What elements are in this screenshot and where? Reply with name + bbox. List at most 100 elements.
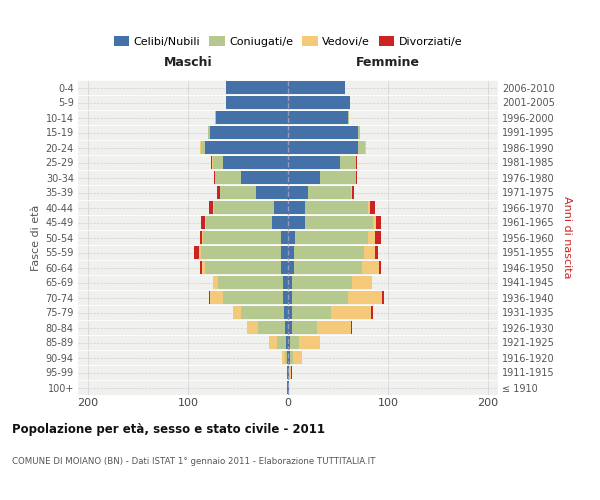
Bar xyxy=(256,186,288,198)
Bar xyxy=(294,262,362,274)
Bar xyxy=(368,232,375,243)
Bar xyxy=(288,276,292,288)
Bar xyxy=(370,202,375,213)
Bar xyxy=(210,126,288,138)
Bar xyxy=(358,142,365,154)
Bar xyxy=(375,232,381,243)
Bar xyxy=(288,82,345,94)
Bar xyxy=(258,322,285,334)
Bar xyxy=(209,202,213,213)
Bar xyxy=(317,322,351,334)
Bar xyxy=(201,216,205,228)
Bar xyxy=(199,246,201,258)
Bar xyxy=(288,202,305,213)
Bar xyxy=(288,216,305,228)
Bar xyxy=(220,186,256,198)
Bar xyxy=(282,352,285,364)
Bar xyxy=(215,112,216,124)
Bar xyxy=(288,142,358,154)
Bar xyxy=(194,246,199,258)
Bar xyxy=(223,156,288,168)
Bar xyxy=(379,262,381,274)
Bar xyxy=(352,186,354,198)
Bar xyxy=(288,246,294,258)
Bar xyxy=(288,292,292,304)
Bar xyxy=(287,366,288,378)
Bar xyxy=(351,322,352,334)
Bar xyxy=(241,306,284,318)
Text: Maschi: Maschi xyxy=(164,56,212,70)
Bar xyxy=(305,216,373,228)
Bar xyxy=(371,306,373,318)
Bar xyxy=(365,142,366,154)
Bar xyxy=(290,352,293,364)
Bar xyxy=(287,352,288,364)
Bar xyxy=(212,156,213,168)
Bar xyxy=(308,186,351,198)
Bar xyxy=(200,262,202,274)
Bar xyxy=(289,366,291,378)
Bar xyxy=(290,336,299,348)
Bar xyxy=(305,202,368,213)
Bar xyxy=(288,306,292,318)
Bar xyxy=(281,262,288,274)
Bar xyxy=(288,322,292,334)
Bar xyxy=(292,306,331,318)
Bar xyxy=(373,216,376,228)
Bar xyxy=(285,352,287,364)
Bar xyxy=(214,172,215,183)
Bar xyxy=(206,216,272,228)
Bar xyxy=(351,186,352,198)
Bar xyxy=(356,156,357,168)
Y-axis label: Anni di nascita: Anni di nascita xyxy=(562,196,572,279)
Y-axis label: Fasce di età: Fasce di età xyxy=(31,204,41,270)
Bar xyxy=(288,156,340,168)
Bar xyxy=(269,336,277,348)
Bar xyxy=(205,142,288,154)
Bar xyxy=(288,172,320,183)
Bar xyxy=(247,322,258,334)
Bar xyxy=(226,96,288,108)
Bar xyxy=(295,232,368,243)
Bar xyxy=(375,246,378,258)
Bar xyxy=(202,232,203,243)
Bar xyxy=(205,262,281,274)
Bar xyxy=(340,156,356,168)
Bar xyxy=(288,186,308,198)
Bar xyxy=(210,292,223,304)
Bar xyxy=(241,172,288,183)
Bar xyxy=(281,232,288,243)
Bar xyxy=(293,352,302,364)
Bar xyxy=(288,126,358,138)
Text: COMUNE DI MOIANO (BN) - Dati ISTAT 1° gennaio 2011 - Elaborazione TUTTITALIA.IT: COMUNE DI MOIANO (BN) - Dati ISTAT 1° ge… xyxy=(12,458,376,466)
Bar xyxy=(288,366,289,378)
Bar xyxy=(272,216,288,228)
Bar xyxy=(356,172,357,183)
Bar xyxy=(208,126,210,138)
Bar xyxy=(288,336,290,348)
Bar xyxy=(281,246,288,258)
Bar xyxy=(200,142,201,154)
Legend: Celibi/Nubili, Coniugati/e, Vedovi/e, Divorziati/e: Celibi/Nubili, Coniugati/e, Vedovi/e, Di… xyxy=(109,32,467,52)
Bar xyxy=(209,292,210,304)
Bar xyxy=(211,156,212,168)
Bar xyxy=(358,126,360,138)
Bar xyxy=(292,322,317,334)
Bar xyxy=(274,202,288,213)
Bar xyxy=(201,246,281,258)
Bar xyxy=(292,292,348,304)
Bar xyxy=(376,216,381,228)
Bar xyxy=(223,292,283,304)
Bar xyxy=(348,292,382,304)
Bar xyxy=(218,276,283,288)
Bar xyxy=(213,156,223,168)
Bar xyxy=(291,366,292,378)
Bar xyxy=(382,292,384,304)
Bar xyxy=(200,232,202,243)
Bar xyxy=(320,172,356,183)
Text: Femmine: Femmine xyxy=(356,56,420,70)
Bar xyxy=(213,202,214,213)
Bar xyxy=(362,262,379,274)
Bar xyxy=(205,216,206,228)
Bar xyxy=(288,96,350,108)
